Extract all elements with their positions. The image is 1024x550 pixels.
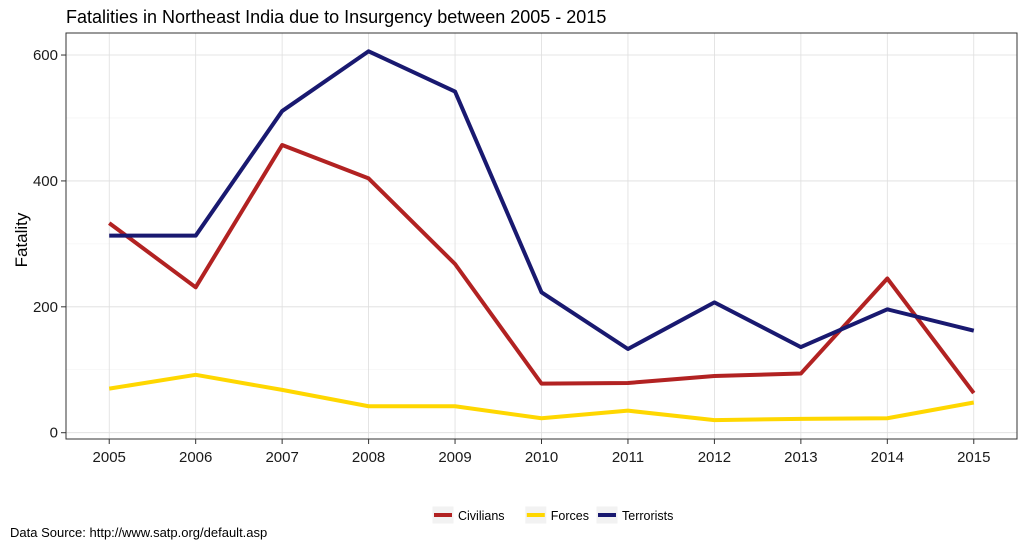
legend-item-terrorists: Terrorists	[595, 505, 673, 525]
x-tick-label: 2013	[784, 449, 817, 466]
legend-label: Civilians	[458, 509, 505, 523]
x-tick-label: 2009	[438, 449, 471, 466]
y-axis-title: Fatality	[12, 212, 31, 267]
plot-border	[65, 32, 1018, 440]
y-tick-label: 400	[33, 173, 58, 190]
series-line-forces	[108, 372, 975, 423]
legend-label: Terrorists	[622, 509, 673, 523]
x-tick-label: 2011	[612, 449, 644, 466]
x-tick-label: 2014	[871, 449, 904, 466]
x-tick-label: 2012	[698, 449, 731, 466]
y-tick-label: 0	[50, 425, 58, 442]
plot-panel: 0 200 400 600 2005 2006 2007 2008 2009 2010 2011 20…	[33, 32, 1018, 466]
x-tick-label: 2010	[525, 449, 558, 466]
x-tick-label: 2008	[352, 449, 385, 466]
x-tick-label: 2006	[179, 449, 212, 466]
legend-item-civilians: Civilians	[431, 505, 505, 525]
data-source-note: Data Source: http://www.satp.org/default…	[10, 525, 268, 540]
series-line-civilians	[108, 143, 976, 395]
legend-label: Forces	[551, 509, 589, 523]
legend-item-forces: Forces	[524, 505, 589, 525]
legend: Civilians Forces Terrorists	[431, 505, 673, 525]
x-tick-label: 2005	[93, 449, 126, 466]
x-tick-label: 2007	[265, 449, 298, 466]
chart-title: Fatalities in Northeast India due to Ins…	[66, 7, 606, 27]
x-tick-label: 2015	[957, 449, 990, 466]
y-tick-label: 600	[33, 47, 58, 64]
series-line-terrorists	[109, 49, 975, 351]
y-tick-label: 200	[33, 299, 58, 316]
